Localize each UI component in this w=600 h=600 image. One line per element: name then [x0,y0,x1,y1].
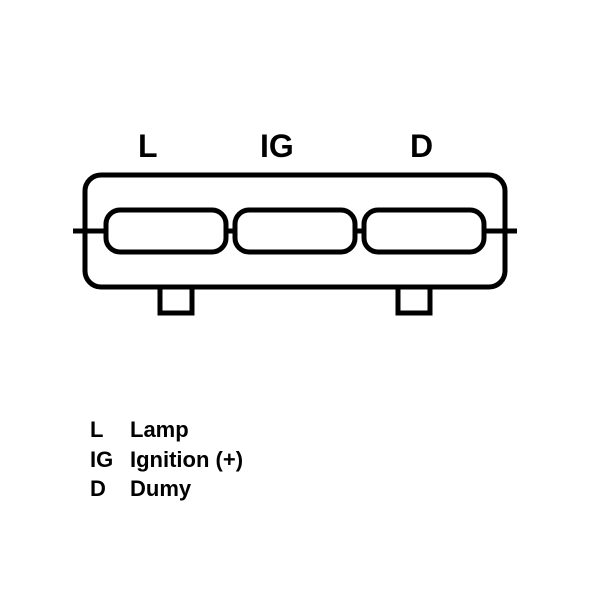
legend-text: Dumy [130,474,191,504]
legend-key: D [90,474,130,504]
legend: L Lamp IG Ignition (+) D Dumy [90,415,243,504]
legend-text: Lamp [130,415,189,445]
legend-key: L [90,415,130,445]
connector-svg [0,0,600,600]
legend-row: D Dumy [90,474,243,504]
diagram-canvas: L IG D L Lamp IG Ignition (+) D Dumy [0,0,600,600]
legend-row: IG Ignition (+) [90,445,243,475]
legend-row: L Lamp [90,415,243,445]
legend-key: IG [90,445,130,475]
legend-text: Ignition (+) [130,445,243,475]
